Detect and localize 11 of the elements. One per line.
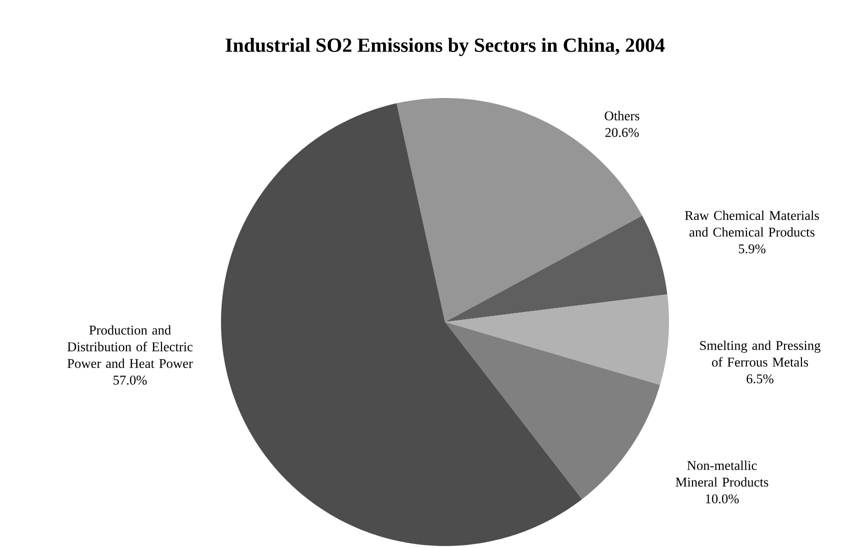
slice-label: Smelting and Pressing of Ferrous Metals [700,340,820,367]
slice-label: Raw Chemical Materials and Chemical Products [684,210,819,237]
data-label: 5.9% [738,244,766,254]
slice-label: Others [604,110,640,120]
slice-label: Non-metallic Mineral Products [676,460,768,487]
data-label: 20.6% [605,128,639,138]
chart-title: Industrial SO2 Emissions by Sectors in China, 2004 [226,38,665,56]
data-label: 10.0% [706,494,739,504]
data-label: 57.0% [114,376,147,385]
data-label: 6.5% [746,374,774,384]
slice-label: Production and Distribution of Electric Power and Heat Power [67,325,193,368]
